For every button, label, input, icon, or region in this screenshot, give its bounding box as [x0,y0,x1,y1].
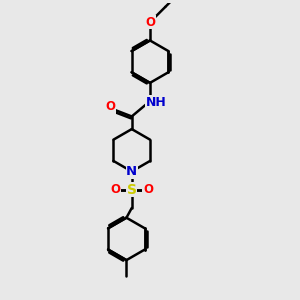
Text: NH: NH [146,96,167,109]
Text: O: O [145,16,155,29]
Text: O: O [105,100,115,113]
Text: O: O [110,183,121,196]
Text: O: O [143,183,153,196]
Text: S: S [127,183,137,197]
Text: N: N [126,165,137,178]
